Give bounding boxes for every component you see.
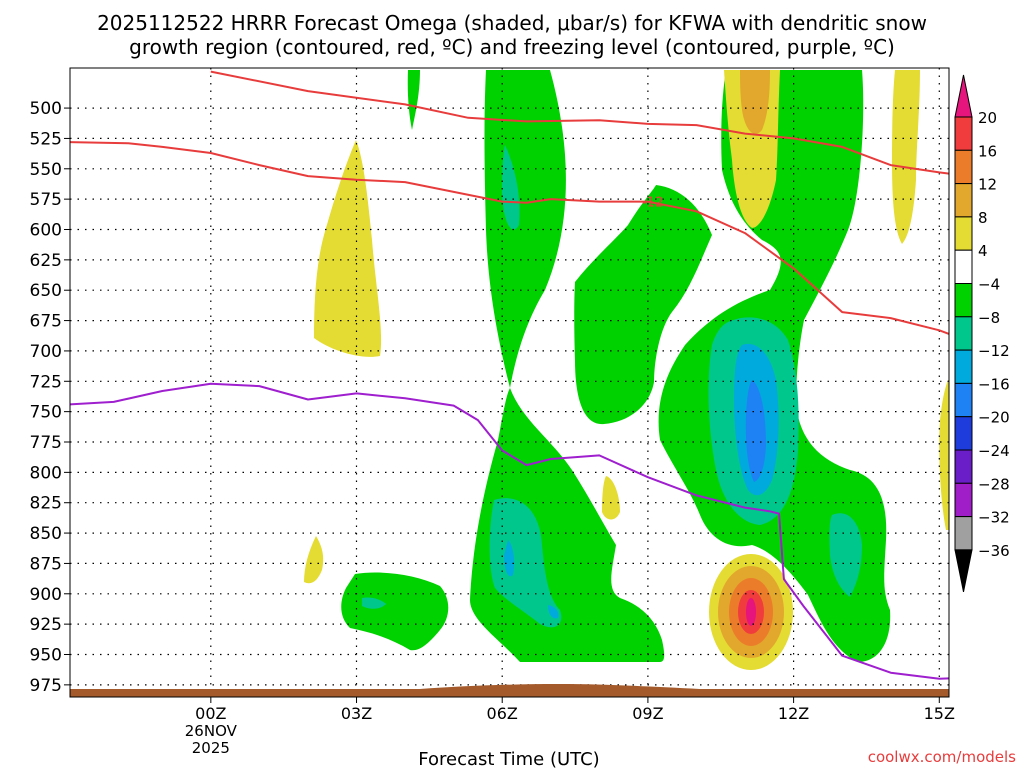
- x-tick-label-06Z: 06Z: [487, 704, 518, 723]
- contour-freezing-level-0c: [70, 382, 949, 680]
- x-tick-label-03Z: 03Z: [341, 704, 372, 723]
- colorbar-bin-4: [954, 249, 973, 284]
- contour-dendritic-17c-isotherm: [210, 70, 949, 175]
- contour-label: -12: [642, 196, 663, 211]
- y-tick-label-575: 575: [30, 190, 62, 210]
- omega-region-blue-core: [745, 380, 766, 482]
- colorbar-label-0: 20: [978, 109, 997, 127]
- y-tick-label-900: 900: [30, 585, 62, 605]
- colorbar-bin-10: [954, 449, 973, 484]
- colorbar-label-8: −16: [978, 375, 1010, 393]
- colorbar-bin-8: [954, 382, 973, 418]
- omega-region-yellow-3: [892, 70, 920, 244]
- colorbar-label-12: −32: [978, 509, 1010, 527]
- terrain-bump: [420, 684, 700, 689]
- omega-region-column-a: [484, 70, 566, 388]
- y-tick-label-750: 750: [30, 403, 62, 423]
- y-tick-label-875: 875: [30, 554, 62, 574]
- y-tick-label-975: 975: [30, 676, 62, 696]
- y-tick-label-775: 775: [30, 433, 62, 453]
- y-tick-label-800: 800: [30, 463, 62, 483]
- x-tick-label-00Z: 00Z: [195, 704, 226, 723]
- colorbar-label-10: −24: [978, 442, 1010, 460]
- omega-region-cyan-2: [504, 540, 515, 577]
- y-tick-label-525: 525: [30, 129, 62, 149]
- contour-dendritic-12c-isotherm: [70, 141, 949, 335]
- y-tick-label-700: 700: [30, 342, 62, 362]
- y-tick-label-625: 625: [30, 251, 62, 271]
- y-tick-label-950: 950: [30, 646, 62, 666]
- x-tick-label-09Z: 09Z: [632, 704, 663, 723]
- y-tick-label-925: 925: [30, 615, 62, 635]
- contour-lines: -12: [70, 70, 949, 680]
- colorbar-bin-7: [954, 349, 973, 384]
- x-tick-year: 2025: [192, 739, 230, 757]
- y-tick-label-500: 500: [30, 99, 62, 119]
- x-tick-label-15Z: 15Z: [924, 704, 955, 723]
- y-tick-label-550: 550: [30, 160, 62, 180]
- omega-core-magenta: [746, 598, 756, 626]
- y-tick-label-675: 675: [30, 312, 62, 332]
- omega-region-cyan-3: [548, 605, 559, 619]
- y-tick-label-850: 850: [30, 524, 62, 544]
- x-axis-title: Forecast Time (UTC): [418, 749, 599, 768]
- colorbar-label-9: −20: [978, 409, 1010, 427]
- colorbar: 20 16 12 8 4 −4 −8 −12 −16 −20 −24 −28 −32 −36: [954, 74, 1010, 592]
- chart-title-line-1: 2025112522 HRRR Forecast Omega (shaded, …: [97, 11, 927, 35]
- colorbar-bin-12: [954, 516, 973, 551]
- colorbar-label-1: 16: [978, 142, 997, 160]
- plot-frame: [69, 67, 950, 698]
- y-tick-label-725: 725: [30, 372, 62, 392]
- chart-title-line-2: growth region (contoured, red, ºC) and f…: [129, 35, 895, 59]
- colorbar-label-11: −28: [978, 475, 1010, 493]
- colorbar-label-7: −12: [978, 342, 1010, 360]
- colorbar-bin-2: [954, 183, 973, 218]
- y-tick-label-825: 825: [30, 494, 62, 514]
- x-tick-date: 26NOV: [185, 722, 238, 740]
- y-axis: 500 525 550 575 600 625 650 675 700 725 750 775 800 8…: [30, 99, 70, 696]
- omega-region-teal-5: [362, 597, 386, 609]
- colorbar-label-13: −36: [978, 542, 1010, 560]
- omega-region-yellow-5: [602, 476, 620, 520]
- omega-region-teal-4: [829, 513, 862, 597]
- omega-region-low-left: [341, 572, 449, 651]
- omega-region-teal-1: [502, 145, 520, 230]
- omega-region-yellow-4: [304, 536, 324, 584]
- omega-region-teal-2: [489, 498, 562, 628]
- colorbar-label-6: −8: [978, 309, 1000, 327]
- omega-region-thin-spike: [407, 70, 420, 130]
- omega-region-band: [574, 185, 712, 425]
- y-tick-label-600: 600: [30, 221, 62, 241]
- x-tick-label-12Z: 12Z: [778, 704, 809, 723]
- colorbar-label-5: −4: [978, 276, 1000, 294]
- colorbar-label-3: 8: [978, 209, 988, 227]
- colorbar-label-4: 4: [978, 242, 988, 260]
- colorbar-bottom-arrow: [954, 549, 973, 592]
- colorbar-bin-3: [954, 216, 973, 251]
- y-tick-label-650: 650: [30, 281, 62, 301]
- terrain-ground: [70, 689, 949, 697]
- colorbar-bin-0: [954, 116, 973, 151]
- colorbar-bin-5: [954, 283, 973, 318]
- omega-shading: [304, 70, 949, 670]
- omega-region-yellow-1: [314, 140, 382, 357]
- colorbar-bin-6: [954, 316, 973, 351]
- omega-region-yellow-6: [939, 380, 949, 530]
- colorbar-top-arrow: [954, 74, 973, 118]
- colorbar-bin-9: [954, 416, 973, 451]
- credit-text: coolwx.com/models: [868, 748, 1016, 766]
- colorbar-label-2: 12: [978, 176, 997, 194]
- colorbar-bin-11: [954, 482, 973, 518]
- colorbar-bin-1: [954, 149, 973, 185]
- omega-region-gold-top: [740, 70, 770, 134]
